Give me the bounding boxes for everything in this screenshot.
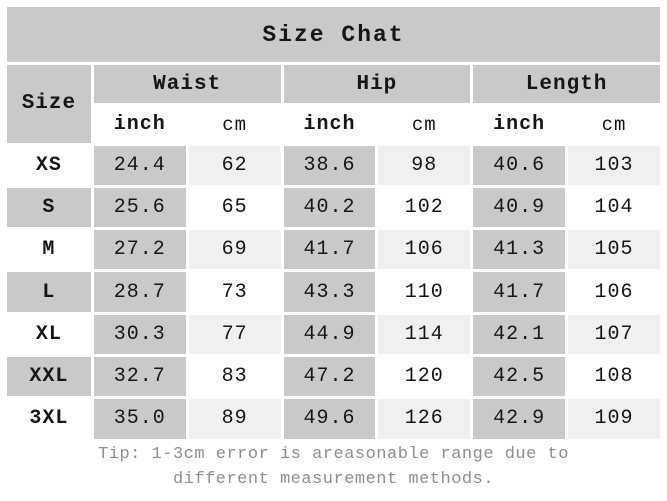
hip-inch-cell: 49.6 [283, 399, 376, 439]
table-row-xl: XL 30.3 77 44.9 114 42.1 107 [7, 314, 660, 355]
hip-inch-cell: 38.6 [283, 145, 376, 185]
length-inch-cell: 41.7 [473, 272, 566, 312]
column-header-hip: Hip [283, 65, 471, 104]
length-inch-cell: 42.5 [473, 357, 566, 397]
length-cm-cell: 103 [568, 145, 660, 185]
group-header-row: Size Waist Hip Length [7, 65, 660, 143]
length-inch-cell: 42.1 [473, 314, 566, 355]
hip-cm-cell: 120 [378, 357, 471, 397]
length-inch-cell: 40.6 [473, 145, 566, 185]
hip-inch-cell: 43.3 [283, 272, 376, 312]
table-row-xxl: XXL 32.7 83 47.2 120 42.5 108 [7, 357, 660, 397]
length-cm-cell: 106 [568, 272, 660, 312]
hip-cm-cell: 126 [378, 399, 471, 439]
hip-inch-cell: 41.7 [283, 230, 376, 270]
waist-inch-cell: 32.7 [93, 357, 186, 397]
size-cell: 3XL [7, 399, 91, 439]
size-cell: XL [7, 314, 91, 355]
hip-cm-cell: 110 [378, 272, 471, 312]
measurement-tip: Tip: 1-3cm error is areasonable range du… [98, 445, 569, 489]
waist-inch-cell: 25.6 [93, 187, 186, 228]
unit-header-row: inch cm inch cm inch cm [7, 106, 660, 143]
hip-cm-cell: 102 [378, 187, 471, 228]
length-cm-cell: 107 [568, 314, 660, 355]
column-header-size: Size [7, 65, 91, 143]
length-cm-cell: 105 [568, 230, 660, 270]
size-cell: M [7, 230, 91, 270]
hip-inch-cell: 47.2 [283, 357, 376, 397]
unit-header-waist-cm: cm [188, 106, 281, 143]
waist-cm-cell: 62 [188, 145, 281, 185]
unit-header-length-cm: cm [568, 106, 660, 143]
hip-inch-cell: 44.9 [283, 314, 376, 355]
footer-row: Tip: 1-3cm error is areasonable range du… [7, 441, 660, 494]
hip-inch-cell: 40.2 [283, 187, 376, 228]
hip-cm-cell: 106 [378, 230, 471, 270]
waist-cm-cell: 69 [188, 230, 281, 270]
table-row-l: L 28.7 73 43.3 110 41.7 106 [7, 272, 660, 312]
size-cell: L [7, 272, 91, 312]
column-header-waist: Waist [93, 65, 281, 104]
length-cm-cell: 104 [568, 187, 660, 228]
table-row-3xl: 3XL 35.0 89 49.6 126 42.9 109 [7, 399, 660, 439]
unit-header-waist-inch: inch [93, 106, 186, 143]
unit-header-hip-inch: inch [283, 106, 376, 143]
size-chart-table: Size Chat Size Waist Hip Length inch cm … [4, 4, 663, 497]
unit-header-hip-cm: cm [378, 106, 471, 143]
column-header-length: Length [473, 65, 660, 104]
waist-inch-cell: 27.2 [93, 230, 186, 270]
size-cell: XS [7, 145, 91, 185]
hip-cm-cell: 114 [378, 314, 471, 355]
waist-inch-cell: 28.7 [93, 272, 186, 312]
table-row-xs: XS 24.4 62 38.6 98 40.6 103 [7, 145, 660, 185]
length-cm-cell: 109 [568, 399, 660, 439]
table-title: Size Chat [7, 7, 660, 63]
waist-cm-cell: 65 [188, 187, 281, 228]
waist-inch-cell: 24.4 [93, 145, 186, 185]
hip-cm-cell: 98 [378, 145, 471, 185]
length-inch-cell: 42.9 [473, 399, 566, 439]
length-cm-cell: 108 [568, 357, 660, 397]
length-inch-cell: 40.9 [473, 187, 566, 228]
table-row-s: S 25.6 65 40.2 102 40.9 104 [7, 187, 660, 228]
waist-cm-cell: 89 [188, 399, 281, 439]
table-row-m: M 27.2 69 41.7 106 41.3 105 [7, 230, 660, 270]
size-cell: XXL [7, 357, 91, 397]
waist-cm-cell: 77 [188, 314, 281, 355]
waist-inch-cell: 35.0 [93, 399, 186, 439]
waist-inch-cell: 30.3 [93, 314, 186, 355]
title-row: Size Chat [7, 7, 660, 63]
waist-cm-cell: 83 [188, 357, 281, 397]
size-cell: S [7, 187, 91, 228]
length-inch-cell: 41.3 [473, 230, 566, 270]
unit-header-length-inch: inch [473, 106, 566, 143]
waist-cm-cell: 73 [188, 272, 281, 312]
